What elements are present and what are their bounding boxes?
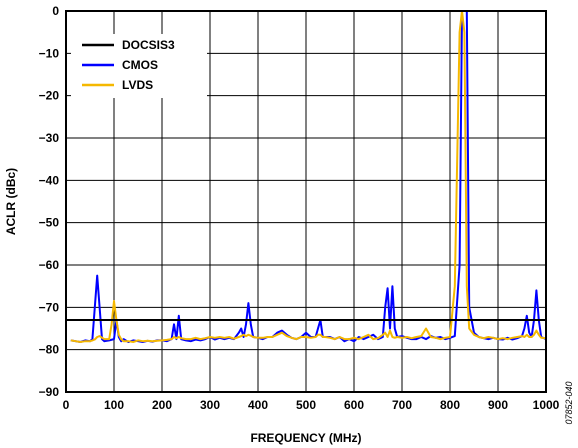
x-tick-label: 300 (200, 398, 220, 412)
x-axis-title: FREQUENCY (MHz) (250, 431, 361, 445)
x-tick-label: 500 (296, 398, 316, 412)
y-tick-label: −30 (39, 131, 60, 145)
y-tick-label: −90 (39, 385, 60, 399)
x-tick-label: 800 (440, 398, 460, 412)
legend-label-docsis3: DOCSIS3 (122, 38, 175, 52)
x-tick-label: 700 (392, 398, 412, 412)
legend-label-cmos: CMOS (122, 58, 158, 72)
series-lines (66, 10, 547, 343)
x-tick-label: 1000 (533, 398, 560, 412)
x-tick-label: 400 (248, 398, 268, 412)
tick-labels: 0 100 200 300 400 500 600 700 800 900 1000 0 −10 −20 −… (39, 4, 560, 412)
y-tick-label: −80 (39, 343, 60, 357)
y-tick-label: −70 (39, 300, 60, 314)
x-tick-label: 900 (488, 398, 508, 412)
y-tick-label: −50 (39, 216, 60, 230)
y-axis-title: ACLR (dBc) (4, 168, 18, 235)
y-tick-label: −60 (39, 258, 60, 272)
x-tick-label: 600 (344, 398, 364, 412)
legend: DOCSIS3 CMOS LVDS (71, 34, 207, 98)
x-tick-label: 100 (104, 398, 124, 412)
x-tick-label: 0 (63, 398, 70, 412)
series-line-lvds (70, 10, 547, 343)
figure-id: 07852-040 (564, 381, 574, 424)
y-tick-label: −20 (39, 89, 60, 103)
y-tick-label: 0 (52, 4, 59, 18)
y-tick-label: −10 (39, 46, 60, 60)
plot-frame (65, 10, 547, 393)
legend-label-lvds: LVDS (122, 78, 153, 92)
y-tick-label: −40 (39, 173, 60, 187)
x-tick-label: 200 (152, 398, 172, 412)
